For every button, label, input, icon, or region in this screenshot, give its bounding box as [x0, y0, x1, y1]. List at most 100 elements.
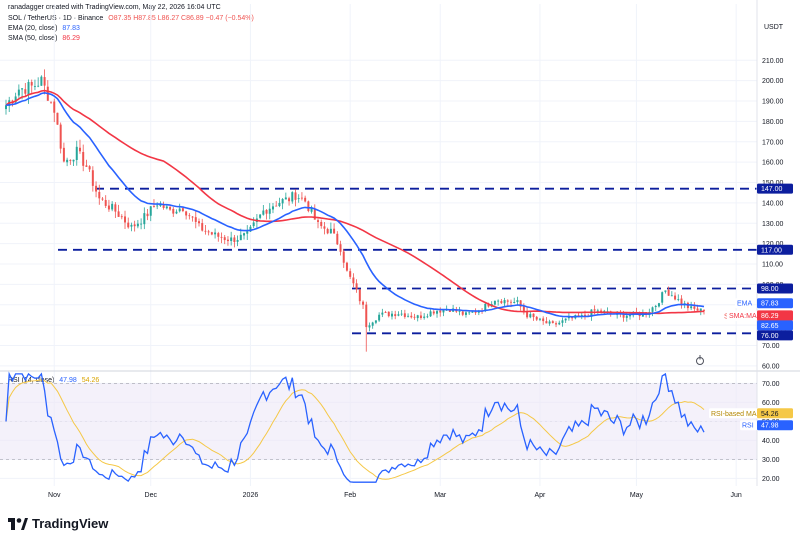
candle[interactable] — [394, 310, 397, 320]
candle[interactable] — [664, 290, 667, 294]
candle[interactable] — [352, 273, 355, 288]
candle[interactable] — [365, 301, 368, 352]
candle[interactable] — [371, 321, 374, 329]
candle[interactable] — [136, 219, 139, 229]
candle[interactable] — [91, 166, 94, 192]
candle[interactable] — [674, 292, 677, 301]
candle[interactable] — [210, 231, 213, 236]
candle[interactable] — [59, 122, 62, 154]
candle[interactable] — [458, 306, 461, 316]
candle[interactable] — [288, 196, 291, 206]
candle[interactable] — [56, 112, 59, 125]
candle[interactable] — [165, 204, 168, 210]
candle[interactable] — [30, 79, 33, 93]
candle[interactable] — [555, 321, 558, 328]
candle[interactable] — [500, 298, 503, 304]
candle[interactable] — [333, 223, 336, 234]
candle[interactable] — [243, 232, 246, 240]
candle[interactable] — [114, 202, 117, 218]
candle[interactable] — [69, 159, 72, 165]
candle[interactable] — [281, 198, 284, 210]
candle[interactable] — [667, 286, 670, 296]
candle[interactable] — [670, 291, 673, 297]
candle[interactable] — [98, 184, 101, 205]
candle[interactable] — [680, 295, 683, 309]
candle[interactable] — [75, 140, 78, 166]
candle[interactable] — [162, 201, 165, 210]
candle[interactable] — [693, 302, 696, 312]
candle[interactable] — [88, 165, 91, 172]
candle[interactable] — [294, 189, 297, 207]
candle[interactable] — [432, 309, 435, 316]
candle[interactable] — [532, 313, 535, 321]
candle[interactable] — [194, 211, 197, 229]
candle[interactable] — [452, 304, 455, 312]
candle[interactable] — [378, 312, 381, 322]
candle[interactable] — [535, 315, 538, 322]
candle[interactable] — [204, 224, 207, 235]
candle[interactable] — [220, 232, 223, 244]
candle[interactable] — [651, 306, 654, 317]
candle[interactable] — [349, 268, 352, 280]
candle[interactable] — [429, 309, 432, 318]
candle[interactable] — [133, 220, 136, 232]
candle[interactable] — [223, 234, 226, 245]
candle[interactable] — [278, 197, 281, 208]
ema-legend[interactable]: EMA (20, close) 87.83 — [8, 24, 83, 33]
candle[interactable] — [368, 322, 371, 332]
candle[interactable] — [339, 240, 342, 256]
candle[interactable] — [403, 309, 406, 319]
candle[interactable] — [355, 279, 358, 293]
candle[interactable] — [423, 313, 426, 320]
candle[interactable] — [677, 294, 680, 302]
candle[interactable] — [72, 159, 75, 166]
candle[interactable] — [284, 192, 287, 200]
candle[interactable] — [275, 200, 278, 207]
candle[interactable] — [345, 261, 348, 272]
candle[interactable] — [172, 206, 175, 217]
candle[interactable] — [503, 297, 506, 307]
settings-icon[interactable] — [696, 355, 704, 365]
candle[interactable] — [78, 139, 81, 154]
candle[interactable] — [85, 159, 88, 167]
time-axis[interactable]: Nov Dec 2026 Feb Mar Apr May Jun — [48, 492, 742, 499]
candle[interactable] — [149, 206, 152, 222]
candle[interactable] — [107, 199, 110, 212]
candle[interactable] — [410, 312, 413, 319]
candle[interactable] — [384, 310, 387, 313]
candle[interactable] — [516, 296, 519, 306]
candle[interactable] — [101, 196, 104, 201]
price-chart[interactable]: 210.00 200.00 190.00 180.00 170.00 160.00 150.… — [0, 0, 800, 512]
candle[interactable] — [300, 192, 303, 201]
candle[interactable] — [53, 98, 56, 123]
candle[interactable] — [686, 301, 689, 311]
candle[interactable] — [140, 218, 143, 230]
candle[interactable] — [262, 204, 265, 216]
candle[interactable] — [33, 79, 36, 91]
candle[interactable] — [506, 299, 509, 307]
candle[interactable] — [657, 302, 660, 308]
candle[interactable] — [558, 320, 561, 326]
candle[interactable] — [175, 209, 178, 215]
tradingview-logo[interactable]: TradingView — [8, 516, 108, 531]
candle[interactable] — [654, 304, 657, 312]
candle[interactable] — [169, 206, 172, 211]
candle[interactable] — [236, 235, 239, 247]
candle[interactable] — [381, 308, 384, 318]
candle[interactable] — [291, 191, 294, 204]
candle[interactable] — [62, 142, 65, 163]
candle[interactable] — [400, 309, 403, 316]
candle[interactable] — [564, 318, 567, 324]
candle[interactable] — [111, 201, 114, 212]
candle[interactable] — [461, 311, 464, 317]
candle[interactable] — [146, 209, 149, 221]
candle[interactable] — [197, 218, 200, 227]
candle[interactable] — [230, 231, 233, 246]
candle[interactable] — [188, 213, 191, 220]
candle[interactable] — [561, 317, 564, 327]
candle[interactable] — [207, 229, 210, 236]
candle[interactable] — [342, 248, 345, 268]
candle[interactable] — [526, 307, 529, 319]
candle[interactable] — [413, 313, 416, 320]
